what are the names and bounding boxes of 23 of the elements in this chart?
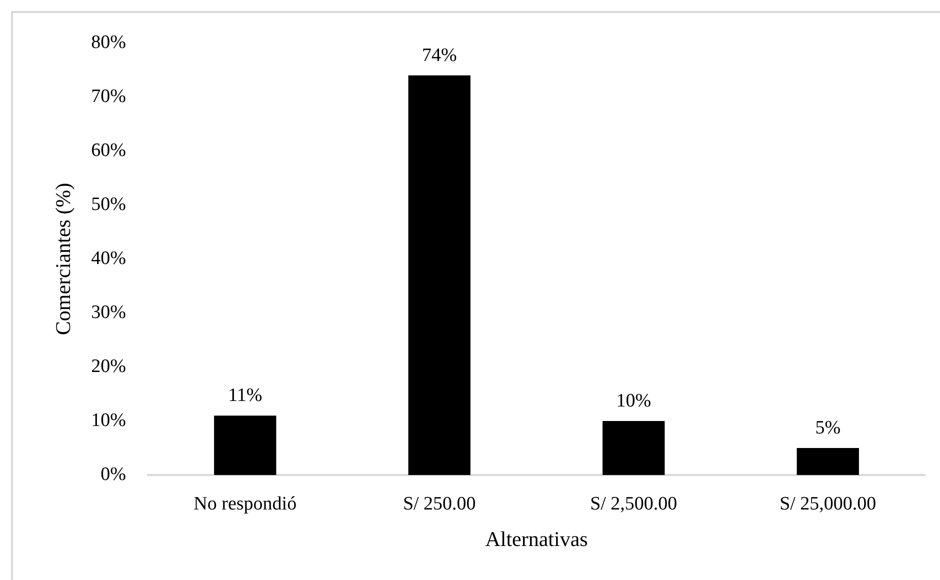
bar — [602, 421, 665, 475]
y-tick-label: 80% — [91, 32, 126, 53]
data-label: 10% — [616, 390, 652, 412]
y-tick-label: 10% — [91, 410, 126, 431]
y-tick-label: 40% — [91, 248, 126, 269]
y-tick-label: 0% — [100, 464, 126, 485]
x-tick-label: S/ 2,500.00 — [590, 493, 678, 514]
x-tick-label: S/ 25,000.00 — [780, 493, 876, 514]
y-tick-label: 30% — [91, 302, 126, 323]
x-tick-label: No respondió — [194, 493, 297, 514]
x-axis-title: Alternativas — [485, 526, 588, 551]
bar — [408, 75, 470, 475]
x-tick-label: S/ 250.00 — [402, 493, 476, 514]
y-tick-label: 70% — [91, 86, 126, 107]
y-tick-label: 50% — [91, 194, 126, 215]
y-axis-title: Comerciantes (%) — [51, 182, 76, 336]
y-tick-label: 60% — [91, 140, 126, 161]
bar — [796, 448, 859, 475]
y-tick-label: 20% — [91, 356, 126, 377]
data-label: 11% — [228, 385, 262, 406]
data-label: 74% — [422, 44, 457, 66]
data-label: 5% — [815, 417, 841, 438]
bar — [214, 416, 276, 475]
